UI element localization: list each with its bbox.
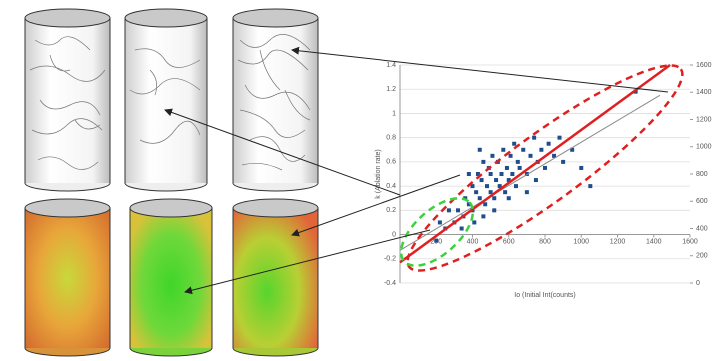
point <box>490 153 495 158</box>
cylinder-heatmap <box>232 198 319 357</box>
y-tick-label: -0.4 <box>384 280 396 287</box>
point <box>492 208 497 213</box>
y-tick-label: 1 <box>392 110 396 117</box>
point <box>524 172 529 176</box>
cylinder-contour <box>24 8 111 192</box>
point <box>515 159 520 164</box>
cylinder-heatmap <box>24 198 111 357</box>
point <box>539 147 544 152</box>
point <box>485 184 489 189</box>
point <box>524 190 529 195</box>
cluster-ellipse <box>399 197 475 267</box>
point <box>499 172 504 176</box>
y-tick-label: 1.2 <box>386 86 396 93</box>
arrow <box>291 46 669 93</box>
point <box>474 190 479 195</box>
y-tick-label: -0.2 <box>384 256 396 263</box>
point <box>521 147 526 152</box>
y-tick-label: 0.8 <box>386 135 396 142</box>
scatter-plot: -0.4 -0.2 0 0.2 0.4 0.6 0.8 1 1.2 1.4 0 200 400 600 80… <box>375 62 712 299</box>
point <box>472 220 477 225</box>
point <box>470 184 475 189</box>
point <box>557 135 562 140</box>
x-tick-label: 1600 <box>682 238 698 245</box>
point <box>570 147 575 152</box>
point <box>488 172 493 176</box>
trend-line <box>399 94 661 251</box>
cluster-ellipse <box>406 64 684 272</box>
y2-tick-label: 0 <box>696 280 700 287</box>
point <box>510 172 515 176</box>
x-axis-title: Io (Initial Int(counts) <box>514 292 575 299</box>
point <box>437 220 442 225</box>
y-tick-label: 0 <box>392 231 396 238</box>
cylinder-contour <box>232 8 319 192</box>
arrow <box>164 108 401 196</box>
y-axis-title: k (Ablation rate) <box>375 149 382 198</box>
point <box>514 184 518 189</box>
point <box>506 196 511 201</box>
point <box>546 141 551 146</box>
point <box>508 153 513 158</box>
x-tick-label: 1400 <box>646 238 662 245</box>
cylinder-heatmap <box>129 198 213 357</box>
point <box>466 202 471 207</box>
y-tick-label: 1.4 <box>386 62 396 69</box>
y2-tick-label: 1400 <box>696 89 712 96</box>
x-tick-label: 1200 <box>610 238 626 245</box>
x-tick-label: 400 <box>467 238 479 245</box>
arrow <box>184 229 431 295</box>
point <box>528 153 533 158</box>
point <box>504 165 509 170</box>
point <box>533 178 538 183</box>
point <box>492 196 497 201</box>
x-tick-label: 800 <box>539 238 551 245</box>
point <box>579 165 584 170</box>
point <box>434 238 439 243</box>
point <box>552 153 557 158</box>
point <box>446 208 451 213</box>
point <box>456 208 460 213</box>
y2-tick-label: 1600 <box>696 62 712 69</box>
y2-tick-label: 400 <box>696 225 708 232</box>
y-tick-label: 0.2 <box>386 207 396 214</box>
y2-tick-label: 200 <box>696 253 708 260</box>
point <box>481 214 486 219</box>
point <box>532 135 537 140</box>
point <box>459 226 464 231</box>
y2-tick-label: 1000 <box>696 144 712 151</box>
point <box>477 196 482 201</box>
point <box>477 147 482 152</box>
point <box>466 172 471 176</box>
point <box>481 159 486 164</box>
point <box>512 141 517 146</box>
point <box>483 202 488 207</box>
arrow <box>291 174 461 237</box>
point <box>561 159 566 164</box>
point <box>501 147 506 152</box>
point <box>494 178 499 183</box>
point <box>503 190 508 195</box>
y2-tick-label: 800 <box>696 171 708 178</box>
fit-line <box>399 63 671 264</box>
y-tick-label: 0.4 <box>386 183 396 190</box>
point <box>543 165 547 170</box>
y-tick-label: 0.6 <box>386 159 396 166</box>
point <box>517 165 522 170</box>
point <box>488 190 493 195</box>
point <box>479 178 484 183</box>
point <box>475 172 480 176</box>
x-tick-label: 600 <box>503 238 515 245</box>
point <box>506 178 511 183</box>
point <box>588 184 593 189</box>
x-tick-label: 1000 <box>573 238 589 245</box>
y2-tick-label: 600 <box>696 198 708 205</box>
y2-tick-label: 1200 <box>696 116 712 123</box>
point <box>497 184 502 189</box>
cylinder-contour <box>124 8 208 192</box>
